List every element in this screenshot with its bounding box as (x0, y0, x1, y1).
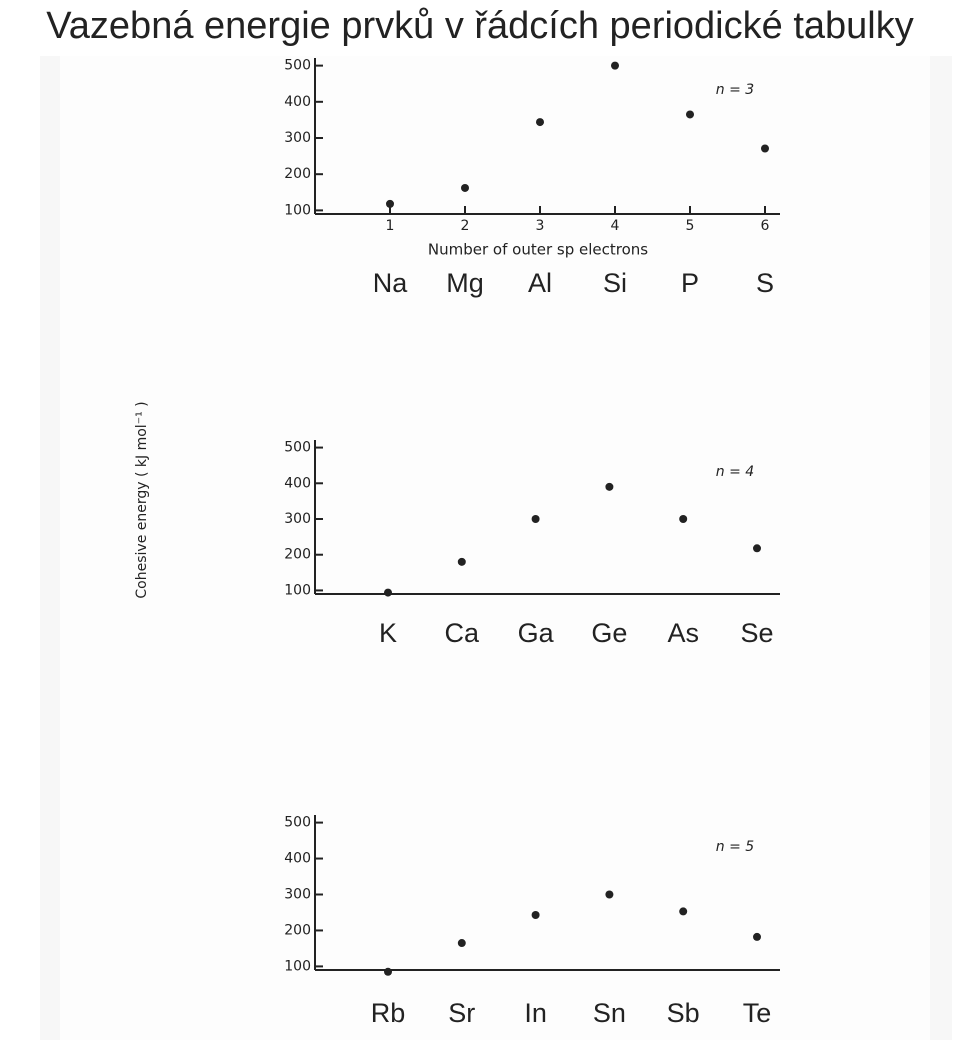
y-tick-label: 200 (284, 166, 311, 182)
x-tick-label: 3 (536, 218, 545, 234)
point (386, 199, 394, 208)
point (531, 515, 540, 523)
element-label: Sb (667, 998, 700, 1028)
element-label: K (379, 618, 397, 648)
y-tick-label: 500 (284, 440, 311, 456)
element-label: Ge (591, 618, 627, 648)
point (605, 890, 614, 899)
point (679, 907, 688, 916)
element-label: Ca (445, 618, 480, 648)
point (384, 588, 392, 597)
element-label: Se (740, 618, 773, 648)
element-label: Al (528, 268, 552, 298)
scan-page (60, 56, 930, 1040)
y-tick-label: 100 (284, 582, 311, 598)
point (761, 144, 769, 153)
element-label: In (524, 998, 547, 1028)
element-label: Sr (448, 998, 475, 1028)
element-label: Na (373, 268, 408, 298)
element-label: Ga (518, 618, 555, 648)
y-tick-label: 400 (284, 475, 311, 491)
x-tick-label: 1 (386, 218, 395, 234)
element-label: Mg (446, 268, 484, 298)
y-tick-label: 500 (284, 815, 311, 831)
element-label: P (681, 268, 699, 298)
y-axis-label: Cohesive energy ( kJ mol⁻¹ ) (134, 401, 150, 598)
point (686, 110, 694, 119)
x-tick-label: 4 (611, 218, 620, 234)
element-label: S (756, 268, 774, 298)
annotation: n = 4 (716, 464, 754, 480)
y-tick-label: 300 (284, 887, 311, 903)
x-tick-label: 5 (686, 218, 695, 234)
y-tick-label: 400 (284, 94, 311, 110)
point (457, 557, 466, 566)
point (753, 932, 761, 941)
y-tick-label: 200 (284, 922, 311, 938)
annotation: n = 5 (716, 839, 755, 855)
y-tick-label: 100 (284, 958, 311, 974)
y-tick-label: 300 (284, 130, 311, 146)
point (536, 118, 544, 127)
element-label: Te (743, 998, 772, 1028)
point (531, 910, 540, 919)
element-label: As (667, 618, 699, 648)
y-tick-label: 500 (284, 58, 311, 74)
point (457, 939, 466, 948)
y-tick-label: 400 (284, 851, 311, 867)
element-label: Rb (371, 998, 406, 1028)
point (461, 183, 469, 192)
point (753, 544, 761, 553)
point (605, 482, 614, 491)
element-label: Si (603, 268, 627, 298)
y-tick-label: 100 (284, 202, 311, 218)
x-tick-label: 2 (461, 218, 470, 234)
element-label: Sn (593, 998, 626, 1028)
title: Vazebná energie prvků v řádcích periodic… (46, 5, 913, 47)
point (611, 61, 619, 70)
x-tick-label: 6 (761, 218, 770, 234)
annotation: n = 3 (716, 82, 754, 98)
y-tick-label: 200 (284, 547, 311, 563)
point (384, 967, 392, 976)
point (679, 515, 688, 523)
y-tick-label: 300 (284, 511, 311, 527)
x-axis-label: Number of outer sp electrons (428, 241, 648, 259)
